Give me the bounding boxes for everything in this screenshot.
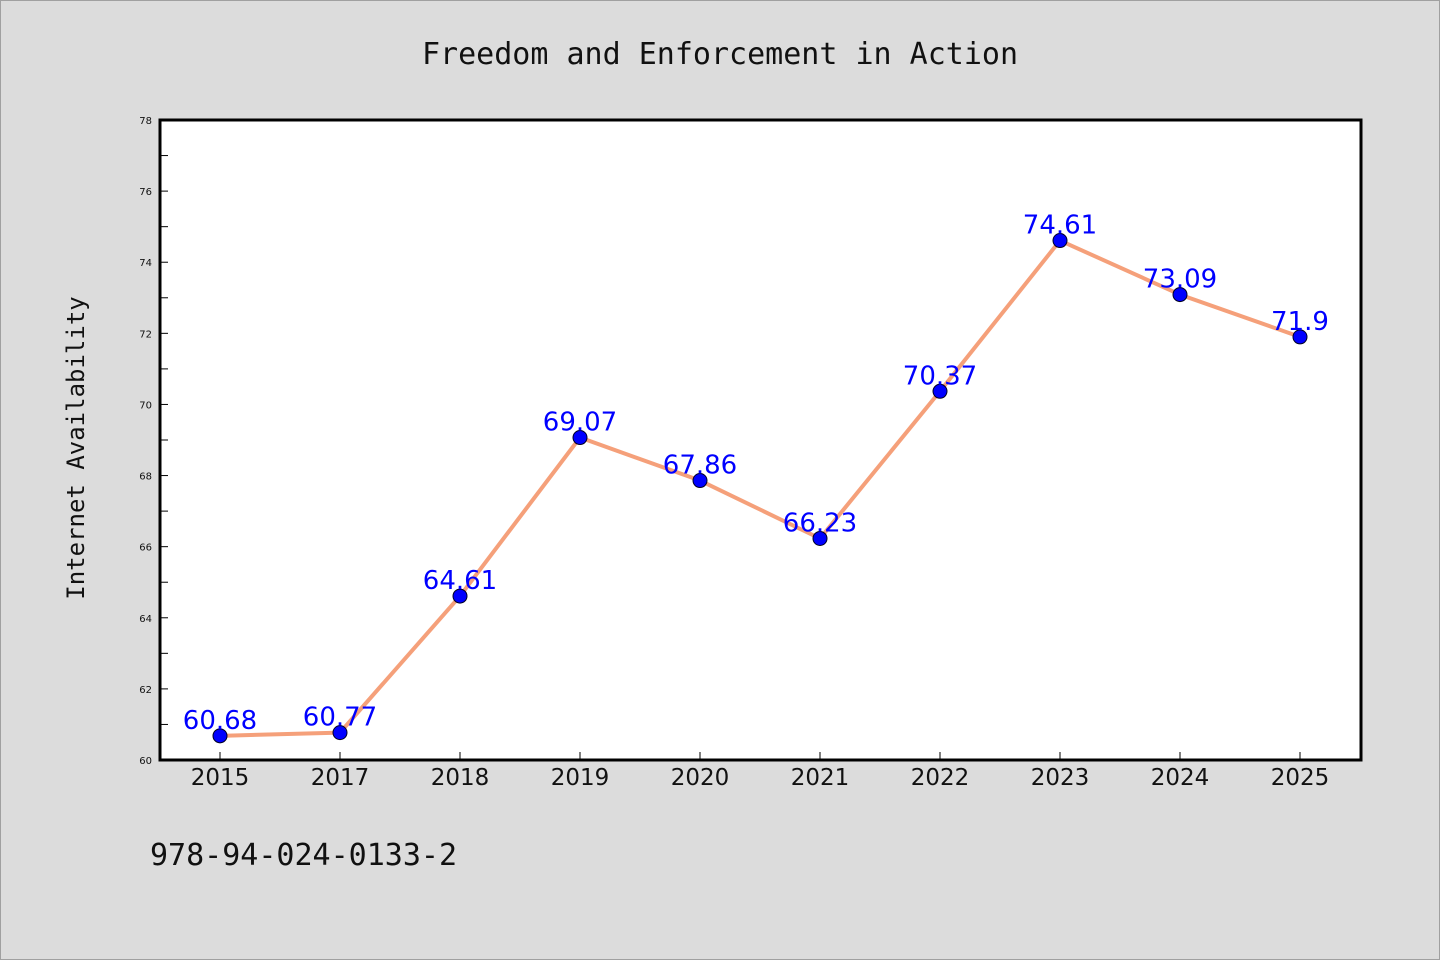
- data-point: [1292, 329, 1308, 345]
- data-label: 74.61: [1023, 211, 1097, 241]
- y-axis-label: Internet Availability: [62, 296, 90, 599]
- y-tick-label: 74: [139, 258, 152, 269]
- series-layer: [212, 233, 1308, 744]
- data-point: [1172, 287, 1188, 303]
- series-line: [218, 238, 1302, 738]
- data-label: 67.86: [663, 451, 737, 481]
- data-point: [212, 728, 228, 744]
- isbn-annotation: 978-94-024-0133-2: [150, 838, 457, 873]
- x-tick-label: 2025: [1271, 765, 1330, 791]
- y-tick-label: 60: [139, 756, 152, 767]
- y-tick-label: 66: [139, 543, 152, 554]
- x-tick-label: 2015: [191, 765, 250, 791]
- x-tick-label: 2017: [311, 765, 370, 791]
- x-tick-label: 2018: [431, 765, 490, 791]
- data-label: 70.37: [903, 361, 977, 391]
- data-point: [572, 430, 588, 446]
- data-label: 69.07: [543, 408, 617, 438]
- x-tick-label: 2022: [911, 765, 970, 791]
- y-tick-label: 70: [139, 400, 152, 411]
- plot-area: [158, 118, 1363, 762]
- x-tick-label: 2020: [671, 765, 730, 791]
- x-tick-label: 2019: [551, 765, 610, 791]
- data-label: 71.9: [1271, 307, 1329, 337]
- data-label: 73.09: [1143, 265, 1217, 295]
- data-point: [692, 473, 708, 489]
- data-point: [932, 383, 948, 399]
- y-tick-label: 72: [139, 329, 152, 340]
- y-tick-label: 68: [139, 472, 152, 483]
- x-tick-label: 2023: [1031, 765, 1090, 791]
- y-tick-label: 76: [139, 187, 152, 198]
- y-tick-label: 78: [139, 116, 152, 127]
- x-tick-label: 2024: [1151, 765, 1210, 791]
- y-tick-label: 62: [139, 685, 152, 696]
- data-point: [812, 530, 828, 546]
- data-labels: 60.68 60.77 64.61 69.07 67.86 66.23 70.37 74.61…: [183, 211, 1329, 736]
- data-point: [1052, 233, 1068, 249]
- y-tick-label: 64: [139, 614, 152, 625]
- x-tick-label: 2021: [791, 765, 850, 791]
- data-label: 66.23: [783, 508, 857, 538]
- y-axis-ticks: 60 62 64 66 68 70 72 74 76 78: [139, 116, 168, 767]
- data-label: 64.61: [423, 566, 497, 596]
- data-label: 60.68: [183, 706, 257, 736]
- chart-title: Freedom and Enforcement in Action: [422, 37, 1018, 72]
- x-axis-ticks: 2015 2017 2018 2019 2020 2021 2022 2023 2024 2025: [191, 752, 1330, 791]
- data-point: [332, 725, 348, 741]
- data-label: 60.77: [303, 703, 377, 733]
- data-point: [452, 588, 468, 604]
